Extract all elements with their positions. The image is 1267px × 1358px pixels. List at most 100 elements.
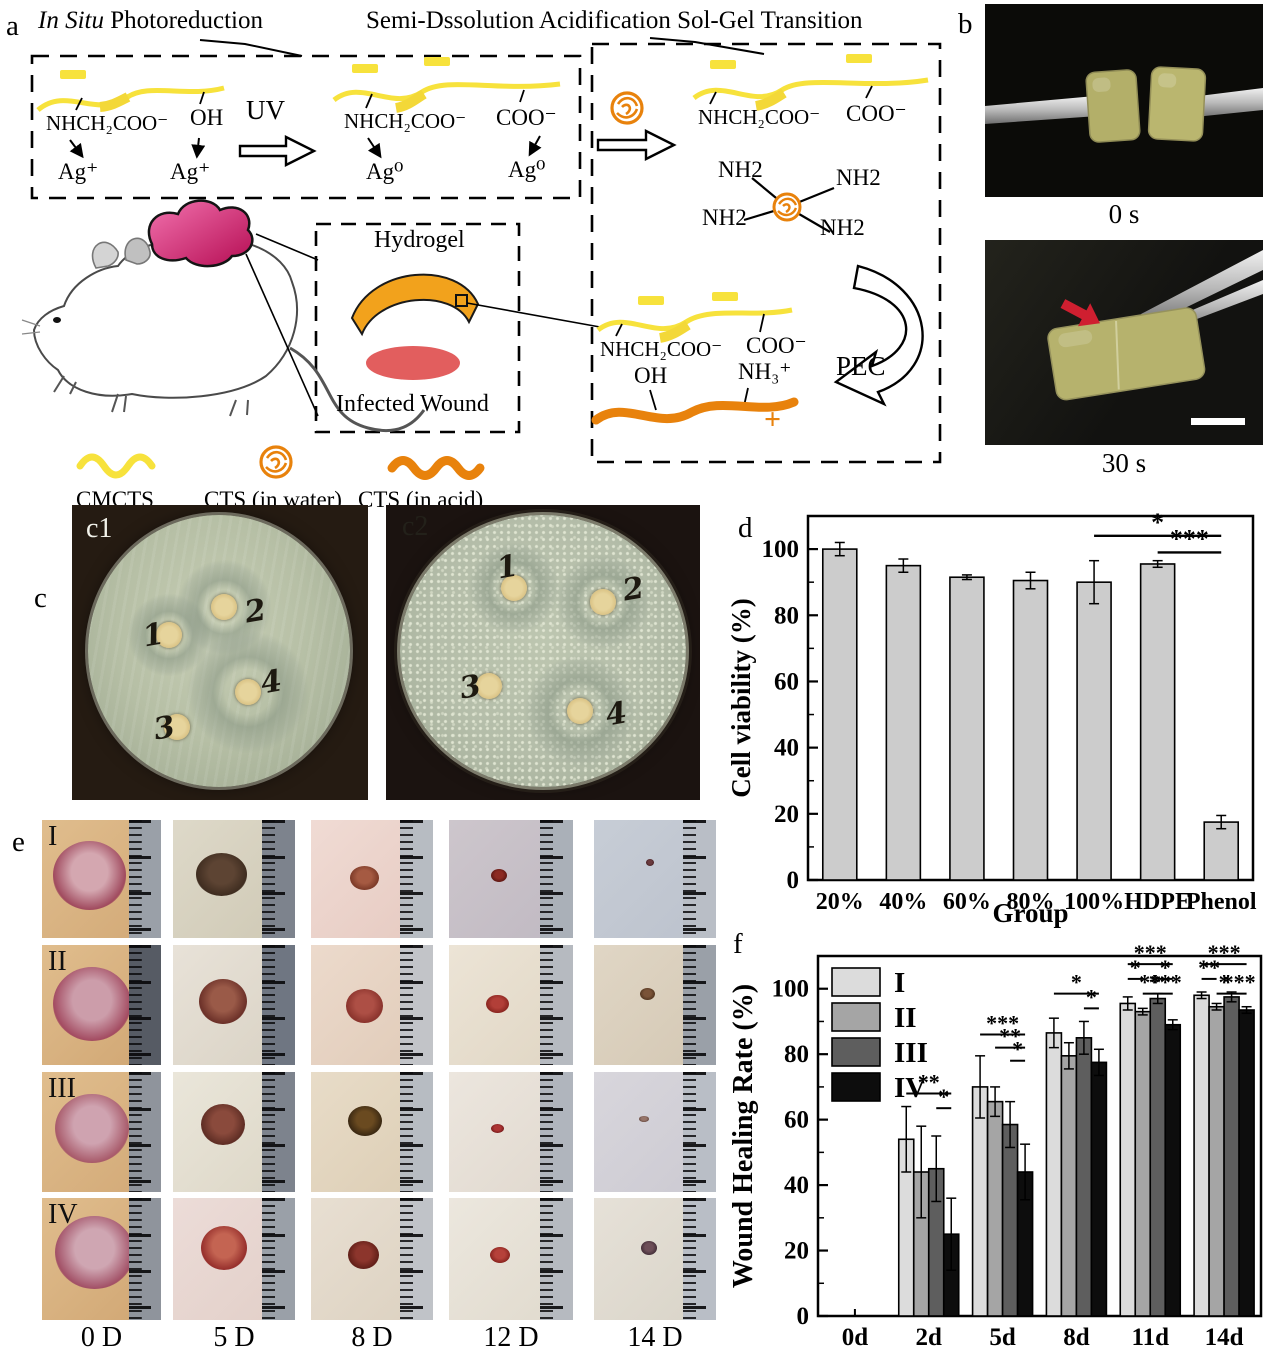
wound-mark <box>347 1241 380 1270</box>
gel-cube-right <box>1147 66 1207 142</box>
state2-ag0-2: Ag⁰ <box>508 157 546 182</box>
cts-ball-icon <box>610 91 644 125</box>
wound-photo-II-0D: II <box>42 945 161 1065</box>
panel-a-diagram <box>21 37 942 480</box>
sample-disc <box>164 714 191 741</box>
wound-photo-I-0D: I <box>42 820 161 938</box>
wound-mark <box>638 1115 650 1122</box>
svg-text:***: *** <box>986 1011 1019 1036</box>
title-in-situ: In Situ <box>38 7 104 34</box>
svg-text:**: ** <box>1139 970 1161 995</box>
zoom-leader-line <box>466 302 601 328</box>
hydrogel-crescent <box>350 273 480 337</box>
inset-wound-label: Infected Wound <box>336 391 489 417</box>
svg-text:***: *** <box>1149 970 1182 995</box>
state2-ag0-1: Ag⁰ <box>366 159 404 184</box>
ruler <box>262 1198 295 1320</box>
wound-mark <box>645 858 655 867</box>
wound-mark <box>486 994 509 1013</box>
svg-text:IV: IV <box>894 1072 926 1104</box>
sample-disc <box>501 575 528 602</box>
svg-text:80%: 80% <box>1007 889 1055 915</box>
svg-text:HDPE: HDPE <box>1124 889 1191 915</box>
wound-leader-line-2 <box>245 253 319 417</box>
ruler <box>400 1072 433 1192</box>
gel-cube-left <box>1085 69 1141 143</box>
wound-mark <box>52 966 132 1041</box>
sample-disc <box>475 673 502 700</box>
dish-label-c1: c1 <box>86 513 113 544</box>
pec-nh3-label: NH₃⁺ <box>738 359 792 384</box>
day-col-label: 8 D <box>351 1322 393 1353</box>
svg-text:80: 80 <box>774 602 799 629</box>
svg-text:II: II <box>894 1002 917 1034</box>
day-col-label: 14 D <box>627 1322 683 1353</box>
spatula-left <box>985 96 1098 124</box>
wound-photo-III-0D: III <box>42 1072 161 1192</box>
svg-text:Wound Healing Rate (%): Wound Healing Rate (%) <box>730 984 759 1288</box>
wound-photo-III-5D <box>173 1072 295 1192</box>
group-row-label: III <box>48 1073 76 1104</box>
photoreduction-dashed-box <box>30 54 582 200</box>
ruler <box>539 1072 573 1192</box>
ruler <box>400 820 433 938</box>
svg-text:60: 60 <box>784 1107 809 1134</box>
sample-disc <box>590 589 617 616</box>
svg-text:III: III <box>894 1037 928 1069</box>
wound-mark <box>640 1241 657 1255</box>
pec-coo-label: COO⁻ <box>746 333 807 358</box>
nh2-label-2: NH2 <box>836 165 881 190</box>
svg-text:Cell viability (%): Cell viability (%) <box>730 598 756 797</box>
dish-label-c2: c2 <box>402 511 429 542</box>
group-row-label: I <box>48 821 58 852</box>
ruler <box>683 820 716 938</box>
svg-text:**: ** <box>918 1069 940 1094</box>
svg-text:***: *** <box>1170 524 1209 553</box>
cmcts-chain-state2 <box>332 57 561 113</box>
ruler <box>262 1072 295 1192</box>
panel-a-letter: a <box>6 10 19 42</box>
svg-text:20%: 20% <box>816 889 864 915</box>
pec-cmcts-chain <box>596 292 793 343</box>
svg-text:**: ** <box>1198 955 1220 980</box>
svg-text:***: *** <box>1223 970 1256 995</box>
wound-photo-III-12D <box>449 1072 573 1192</box>
wound-mark <box>489 1247 510 1264</box>
inset-dashed-box <box>314 222 521 434</box>
wound-photo-II-5D <box>173 945 295 1065</box>
svg-text:*: * <box>1130 955 1141 980</box>
wound-mark <box>198 978 248 1025</box>
pec-label: PEC <box>836 351 886 381</box>
day-col-label: 0 D <box>80 1322 123 1353</box>
ruler <box>128 820 161 938</box>
legend-cts-water-icon <box>259 445 293 479</box>
state3-coo-label: COO⁻ <box>846 101 907 126</box>
pec-cts-chain <box>591 387 799 425</box>
wound-healing-chart: 0 20 40 60 80 100 0d 2d 5d 8d 11d 14d I II III IV ** * ***… <box>728 925 1267 1358</box>
svg-text:14d: 14d <box>1205 1324 1244 1351</box>
state2-coo-label: COO⁻ <box>496 105 557 130</box>
cmcts-chain-state3 <box>692 54 929 111</box>
title-photoreduction: Photoreduction <box>103 7 263 34</box>
pec-chain-label: NHCH₂COO⁻ <box>600 337 723 361</box>
ruler <box>128 1072 161 1192</box>
panel-f-letter: f <box>733 928 743 960</box>
day-col-label: 5 D <box>213 1322 255 1353</box>
svg-text:***: *** <box>1134 940 1167 965</box>
state2-chain-label: NHCH₂COO⁻ <box>344 109 467 133</box>
legend-cts-acid-icon <box>387 456 485 480</box>
svg-text:*: * <box>1151 508 1164 537</box>
svg-text:0: 0 <box>797 1303 810 1330</box>
ruler <box>683 945 716 1065</box>
svg-text:I: I <box>894 967 905 999</box>
cell-viability-chart: 0 20 40 60 80 100 20% 40% 60% 80% 100% HDPE Phenol * *… <box>726 500 1267 930</box>
svg-text:***: *** <box>1208 940 1241 965</box>
caption-0s: 0 s <box>1108 199 1140 229</box>
pec-curved-arrow <box>833 264 924 407</box>
wound-photo-III-8D <box>311 1072 433 1192</box>
wound-photo-I-8D <box>311 820 433 938</box>
svg-text:*: * <box>1219 970 1230 995</box>
